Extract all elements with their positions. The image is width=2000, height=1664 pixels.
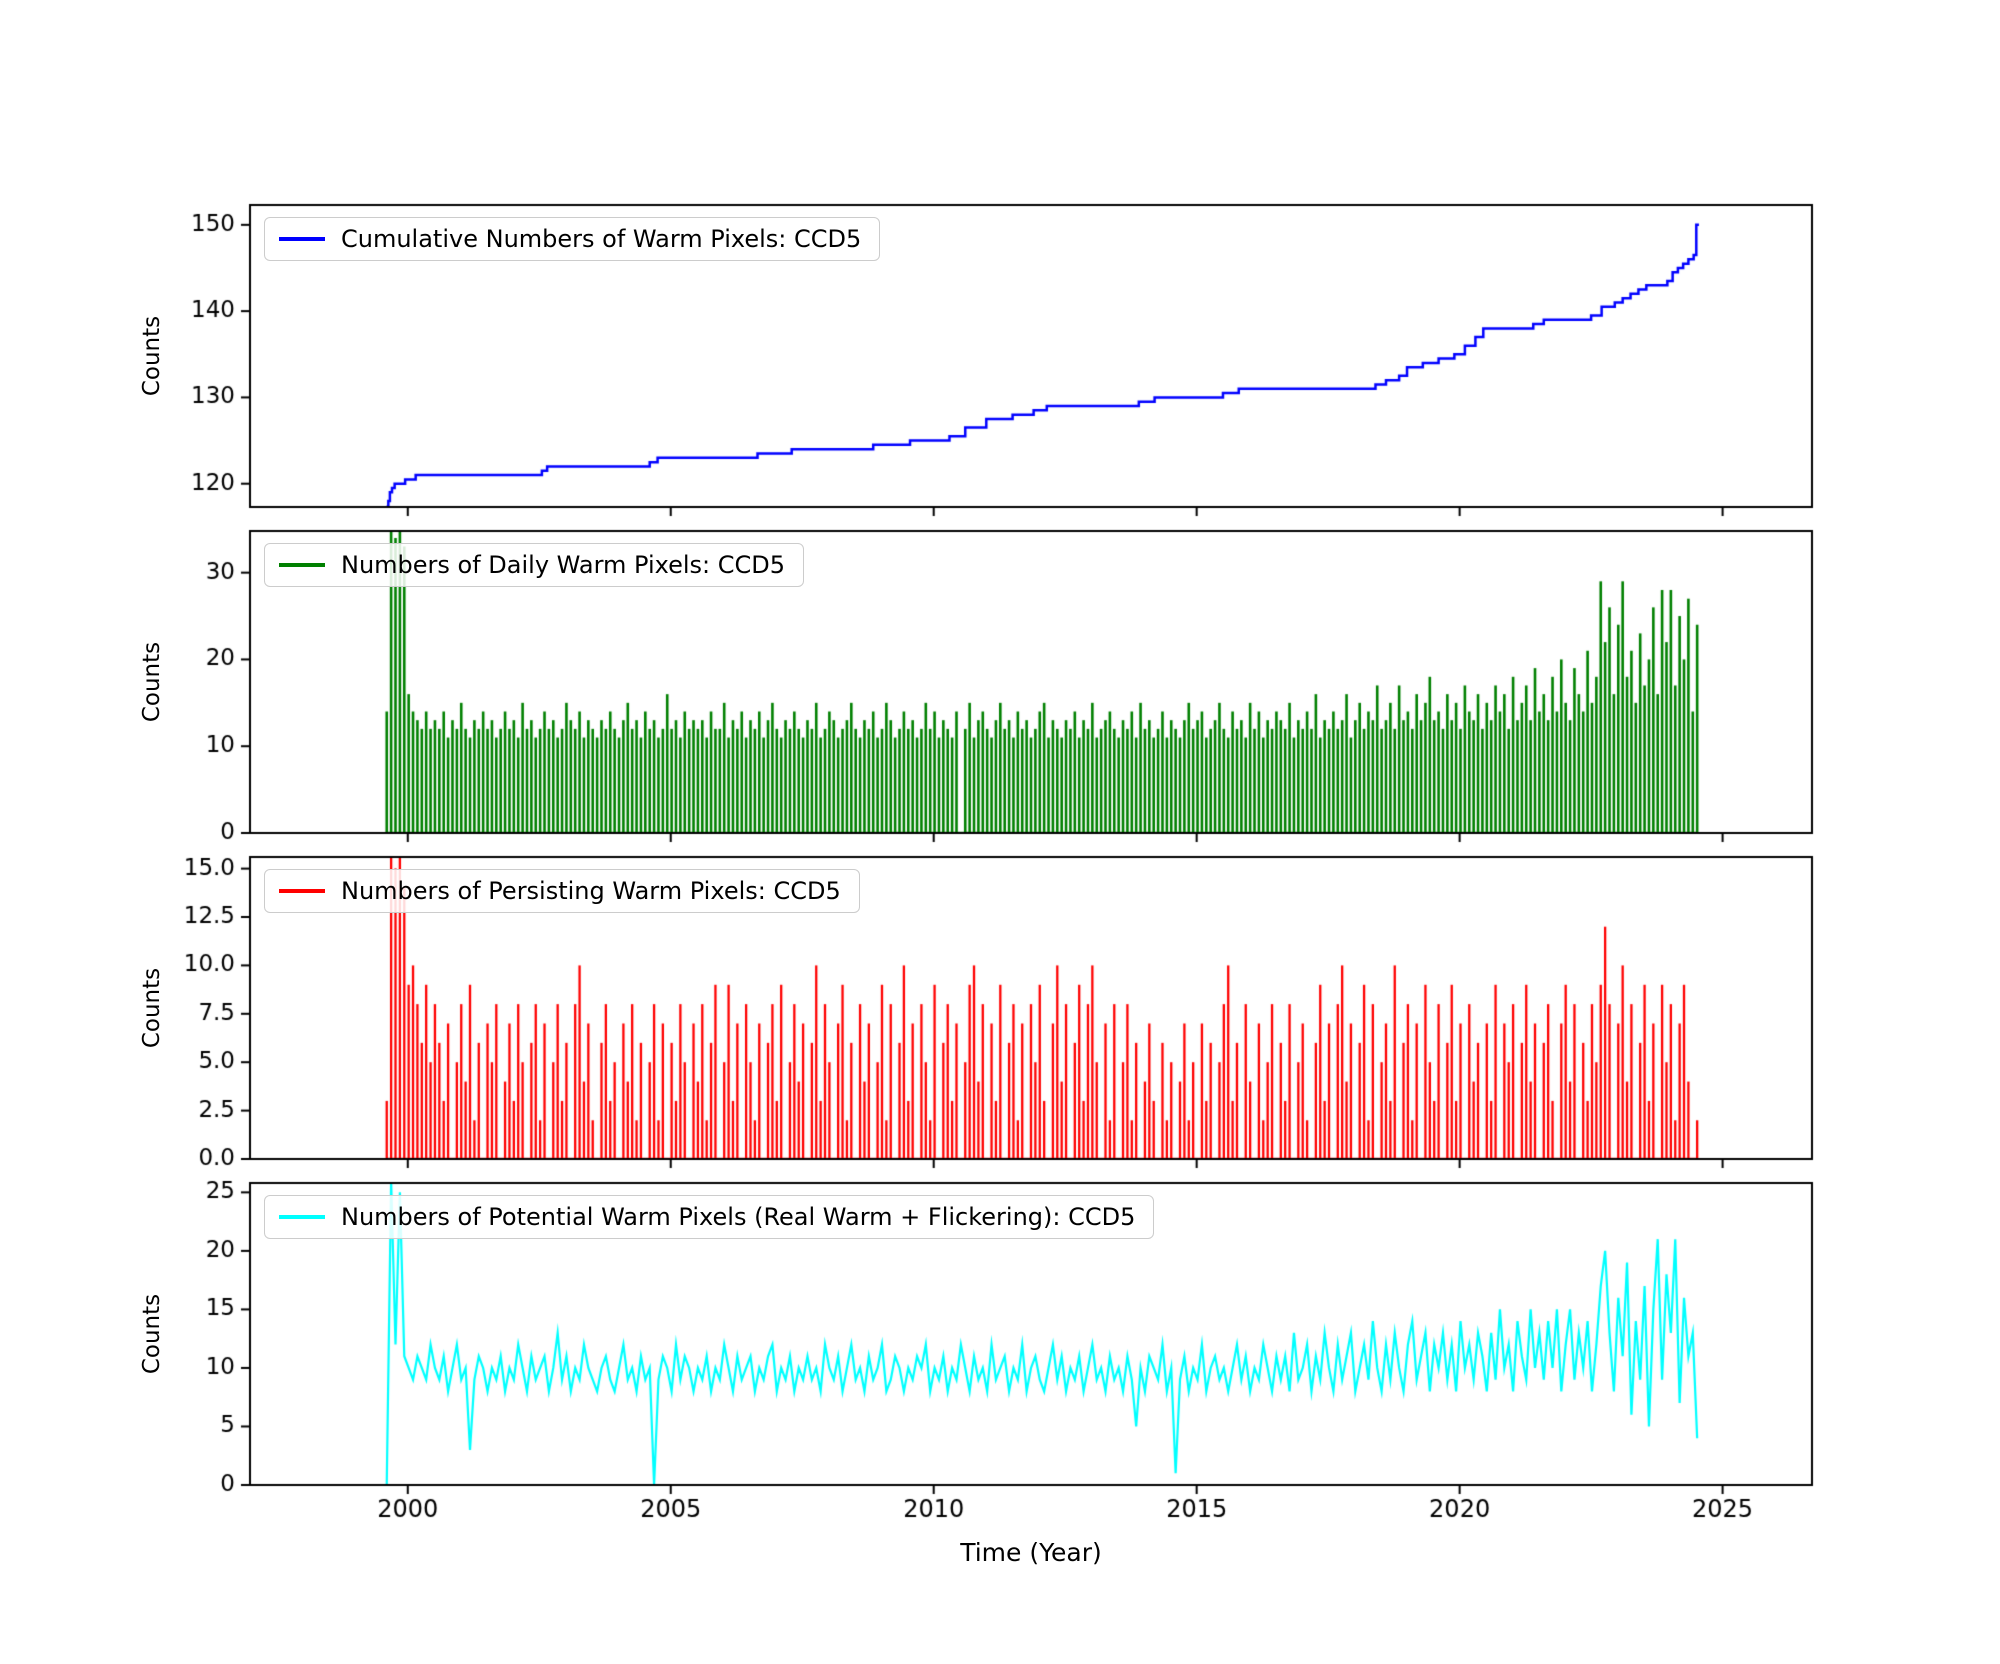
y-axis-label-panel4: Counts: [139, 1293, 165, 1375]
legend-label: Numbers of Daily Warm Pixels: CCD5: [341, 551, 786, 579]
legend-label: Numbers of Persisting Warm Pixels: CCD5: [341, 877, 841, 905]
legend-daily-warm-pixels: Numbers of Daily Warm Pixels: CCD5: [264, 543, 805, 587]
legend-cumulative-warm-pixels: Cumulative Numbers of Warm Pixels: CCD5: [264, 217, 881, 261]
y-axis-label-panel3: Counts: [139, 967, 165, 1049]
y-axis-label-panel2: Counts: [139, 641, 165, 723]
legend-persisting-warm-pixels: Numbers of Persisting Warm Pixels: CCD5: [264, 869, 860, 913]
legend-line-swatch-green: [279, 563, 325, 567]
y-axis-label-panel1: Counts: [139, 315, 165, 397]
legend-potential-warm-pixels: Numbers of Potential Warm Pixels (Real W…: [264, 1195, 1155, 1239]
x-axis-label: Time (Year): [960, 1538, 1102, 1567]
legend-label: Numbers of Potential Warm Pixels (Real W…: [341, 1203, 1136, 1231]
legend-line-swatch-blue: [279, 237, 325, 241]
legend-line-swatch-cyan: [279, 1215, 325, 1219]
legend-label: Cumulative Numbers of Warm Pixels: CCD5: [341, 225, 862, 253]
legend-line-swatch-red: [279, 889, 325, 893]
